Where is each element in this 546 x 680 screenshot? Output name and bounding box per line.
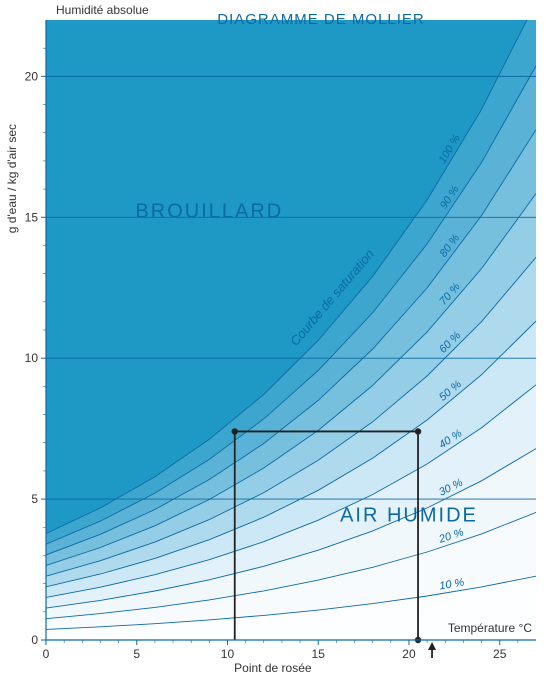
chart-title: DIAGRAMME DE MOLLIER	[217, 11, 425, 28]
mollier-diagram: 100 %90 %80 %70 %60 %50 %40 %30 %20 %10 …	[0, 0, 546, 680]
y-tick-label: 20	[25, 69, 39, 83]
humid-air-label: AIR HUMIDE	[340, 505, 478, 527]
y-axis-unit: g d'eau / kg d'air sec	[5, 124, 19, 233]
y-tick-label: 5	[31, 492, 38, 506]
y-axis-label: Humidité absolue	[56, 3, 149, 17]
x-tick-label: 15	[312, 647, 326, 661]
x-tick-label: 20	[402, 647, 416, 661]
x-axis-secondary-label: Point de rosée	[234, 661, 312, 675]
y-tick-label: 0	[31, 633, 38, 647]
x-tick-label: 10	[221, 647, 235, 661]
fog-label: BROUILLARD	[135, 200, 283, 222]
x-tick-label: 5	[133, 647, 140, 661]
example-point-dewpoint	[232, 428, 238, 434]
x-axis-label: Température °C	[448, 621, 532, 635]
y-tick-label: 10	[25, 351, 39, 365]
x-tick-label: 25	[493, 647, 507, 661]
example-point-drybulb	[415, 428, 421, 434]
y-tick-label: 15	[25, 210, 39, 224]
x-tick-label: 0	[43, 647, 50, 661]
